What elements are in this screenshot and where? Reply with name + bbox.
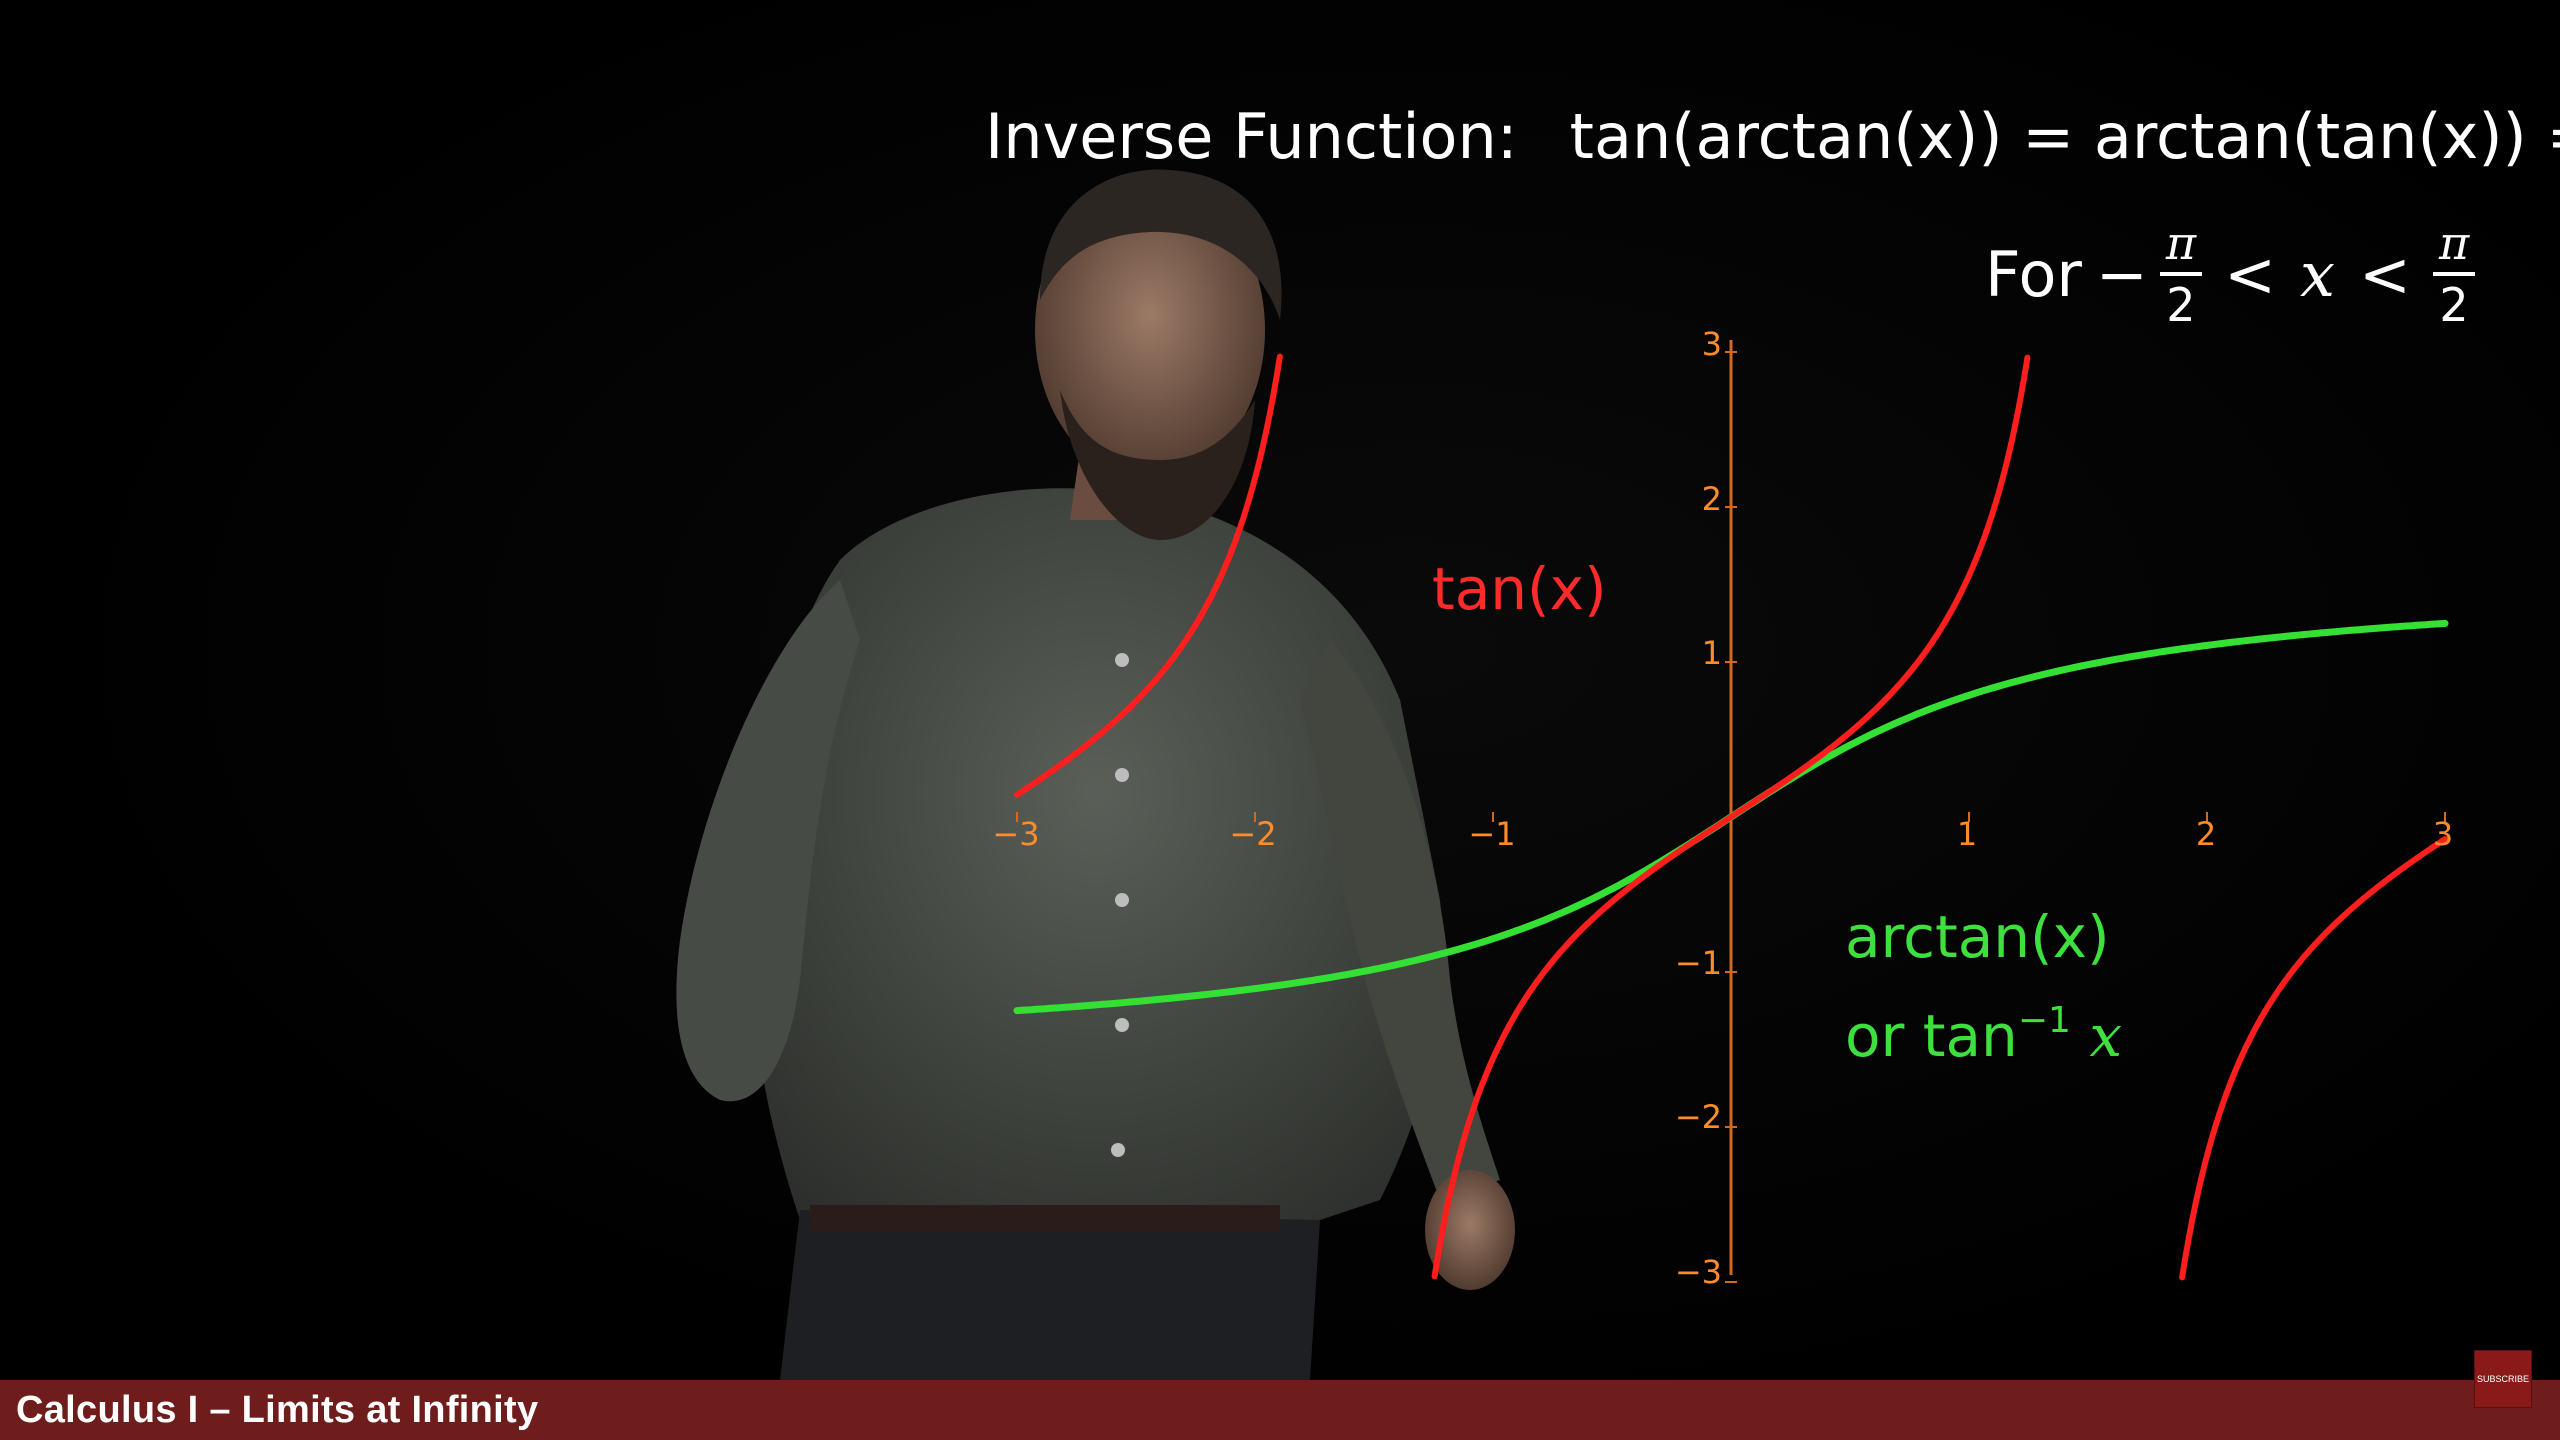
fraction-denominator: 2: [2166, 278, 2196, 332]
arctan-alt-exponent: −1: [2017, 1000, 2071, 1041]
x-tick-label: 3: [2433, 815, 2453, 853]
fraction-pi-over-2-left: π 2: [2159, 220, 2203, 332]
arctan-label-line1: arctan(x): [1845, 903, 2110, 971]
y-tick-label: −1: [1675, 944, 1722, 982]
tan-curve-label: tan(x): [1432, 555, 1607, 623]
fraction-pi-over-2-right: π 2: [2432, 220, 2476, 332]
fraction-numerator: π: [2432, 220, 2476, 276]
tan-curve-branch-right: [2179, 836, 2448, 1281]
inverse-function-headline: Inverse Function: tan(arctan(x)) = arctan…: [985, 100, 2560, 173]
y-tick-label: 3: [1702, 325, 1722, 363]
fraction-numerator: π: [2159, 220, 2203, 276]
minus-sign: −: [2095, 237, 2148, 311]
tan-curve-branch-center: [1431, 354, 2031, 1280]
domain-restriction: For − π 2 < x < π 2: [1985, 220, 2483, 328]
y-tick-label: −3: [1675, 1253, 1722, 1291]
less-than-sign: <: [2358, 237, 2411, 311]
x-tick-label: −3: [992, 815, 1039, 853]
headline-label: Inverse Function:: [985, 100, 1518, 173]
function-graph: −3 −2 −1 1 2 3 3 2 1 −1 −2 −3: [992, 325, 2453, 1291]
presenter-figure: [676, 169, 1515, 1380]
y-tick-label: −2: [1675, 1098, 1722, 1136]
x-tick-label: 1: [1957, 815, 1977, 853]
lecture-title-banner: Calculus I – Limits at Infinity: [0, 1380, 2560, 1440]
less-than-sign: <: [2224, 237, 2277, 311]
subscribe-button[interactable]: SUBSCRIBE: [2474, 1350, 2532, 1408]
arctan-alt-variable: x: [2089, 1002, 2123, 1070]
fraction-denominator: 2: [2439, 278, 2469, 332]
tan-curve-branch-left: [1014, 353, 1283, 798]
y-tick-label: 1: [1702, 634, 1722, 672]
headline-identity: tan(arctan(x)) = arctan(tan(x)) = x: [1569, 100, 2560, 173]
domain-prefix: For: [1985, 237, 2082, 311]
x-tick-label: −2: [1229, 815, 1276, 853]
x-tick-label: 2: [2196, 815, 2216, 853]
y-tick-label: 2: [1702, 480, 1722, 518]
arctan-label-line2: or tan−1 x: [1845, 979, 2122, 1078]
variable-x: x: [2300, 237, 2335, 311]
arctan-alt-prefix: or tan: [1845, 1002, 2018, 1070]
x-tick-label: −1: [1468, 815, 1515, 853]
lecture-title: Calculus I – Limits at Infinity: [16, 1388, 539, 1431]
arctan-curve-label: arctan(x) or tan−1 x: [1845, 895, 2122, 1078]
